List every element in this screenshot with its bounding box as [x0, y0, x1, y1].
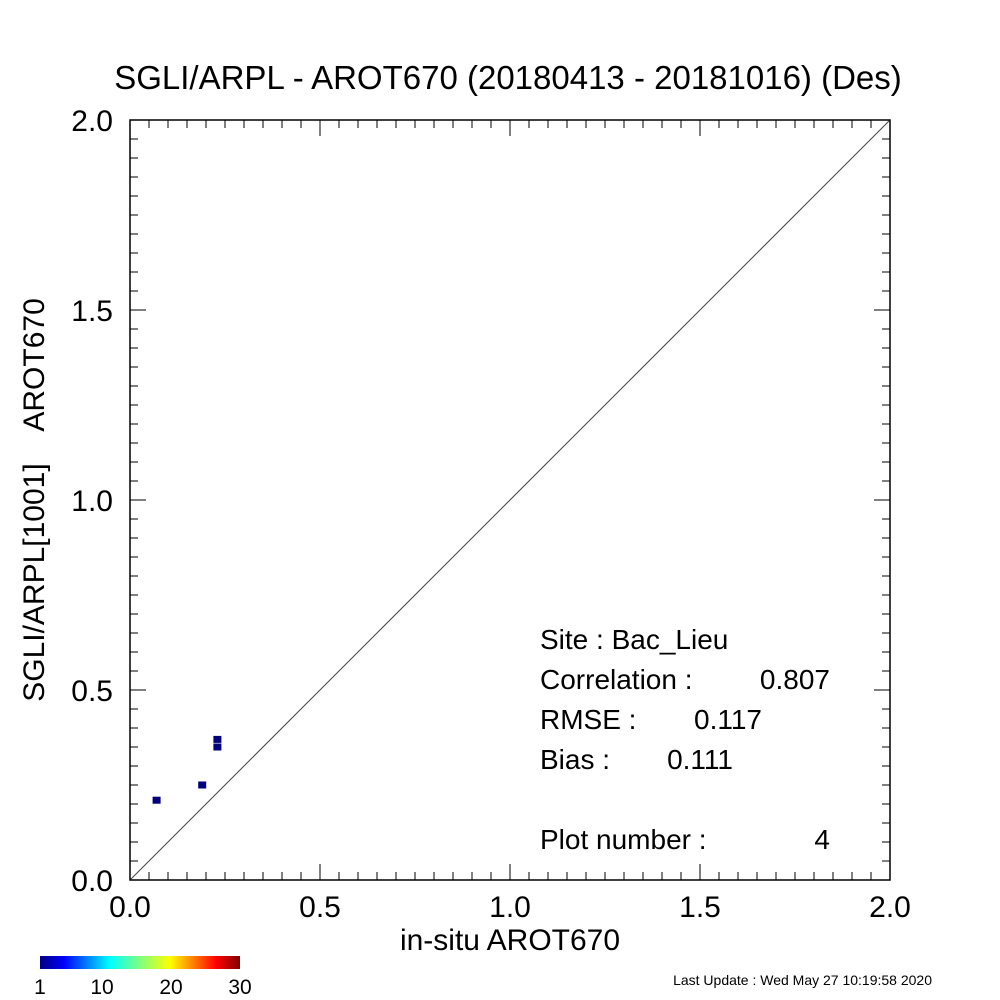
- colorbar: 1 10 20 30: [34, 956, 252, 999]
- rmse-value: 0.117: [694, 704, 762, 735]
- correlation-value: 0.807: [760, 664, 830, 695]
- y-tick-label: 0.5: [71, 675, 113, 708]
- chart-title: SGLI/ARPL - AROT670 (20180413 - 20181016…: [114, 59, 902, 96]
- y-axis-label: SGLI/ARPL[1001] AROT670: [18, 298, 51, 702]
- one-to-one-line: [129, 119, 891, 881]
- last-update-text: Last Update : Wed May 27 10:19:58 2020: [673, 972, 932, 988]
- data-point: [198, 781, 207, 789]
- x-tick-label: 0.5: [299, 891, 341, 924]
- rmse-label: RMSE :: [540, 704, 636, 735]
- x-tick-label: 0.0: [109, 891, 151, 924]
- bias-label: Bias :: [540, 744, 610, 775]
- x-tick-label: 1.0: [489, 891, 531, 924]
- plot-number-value: 4: [814, 824, 830, 855]
- colorbar-tick-label: 1: [34, 976, 46, 999]
- data-points: [152, 735, 222, 804]
- axis-ticks: [129, 119, 891, 881]
- statistics-panel: Site : Bac_Lieu Correlation : 0.807 RMSE…: [540, 624, 830, 855]
- colorbar-tick-label: 10: [90, 976, 113, 999]
- y-tick-label: 0.0: [71, 865, 113, 898]
- x-axis-label: in-situ AROT670: [400, 924, 620, 957]
- bias-value: 0.111: [667, 744, 733, 775]
- colorbar-tick-label: 30: [228, 976, 251, 999]
- plot-number-label: Plot number :: [540, 824, 707, 855]
- x-tick-label: 1.5: [679, 891, 721, 924]
- colorbar-gradient: [40, 956, 240, 969]
- colorbar-tick-labels: 1 10 20 30: [34, 976, 252, 999]
- x-tick-label: 2.0: [869, 891, 911, 924]
- correlation-label: Correlation :: [540, 664, 693, 695]
- colorbar-tick-label: 20: [159, 976, 182, 999]
- data-point: [152, 796, 161, 804]
- site-label: Site : Bac_Lieu: [540, 624, 728, 655]
- data-point: [213, 743, 222, 751]
- y-tick-label: 2.0: [71, 105, 113, 138]
- y-tick-labels: 0.0 0.5 1.0 1.5 2.0: [71, 105, 113, 898]
- plot-area: 0.0 0.5 1.0 1.5 2.0 0.0 0.5 1.0 1.5 2.0: [71, 105, 911, 924]
- data-point: [213, 735, 222, 743]
- x-tick-labels: 0.0 0.5 1.0 1.5 2.0: [109, 891, 911, 924]
- y-tick-label: 1.0: [71, 485, 113, 518]
- y-tick-label: 1.5: [71, 295, 113, 328]
